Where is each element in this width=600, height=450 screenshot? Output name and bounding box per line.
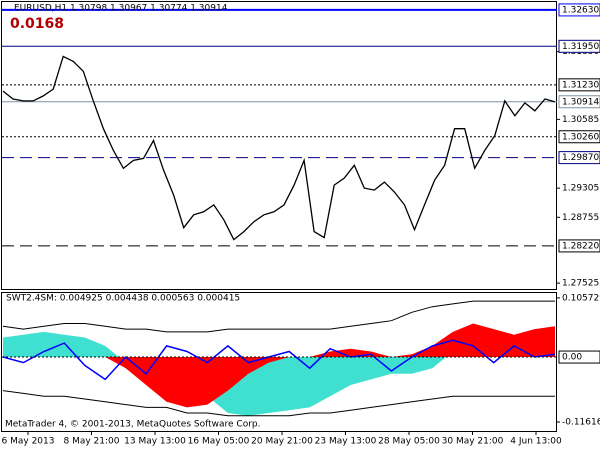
- level-box: [558, 130, 600, 144]
- indicator-header: SWT2.4SM: 0.004925 0.004438 0.000563 0.0…: [6, 294, 240, 304]
- level-label: 1.30914: [562, 97, 599, 107]
- level-label: 1.31950: [562, 42, 599, 52]
- level-label: 1.32630: [562, 5, 599, 15]
- y-tick-label: 1.29305: [562, 184, 599, 194]
- x-tick-label: 13 May 13:00: [124, 437, 186, 447]
- symbol-header: EURUSD,H1 1.30798 1.30967 1.30774 1.3091…: [14, 4, 228, 14]
- level-label: 1.28220: [562, 241, 599, 251]
- x-tick-label: 6 May 2013: [2, 437, 55, 447]
- footer: MetaTrader 4, © 2001-2013, MetaQuotes So…: [5, 420, 261, 430]
- indicator-line: [2, 390, 555, 417]
- level-box: [558, 95, 600, 109]
- x-tick-label: 23 May 13:00: [315, 437, 377, 447]
- indicator-line: [2, 339, 556, 381]
- indicator-area: [3, 331, 555, 416]
- level-label: 1.31230: [562, 80, 599, 90]
- indicator-line: [2, 300, 555, 333]
- y-tick-label: 1.28755: [562, 213, 599, 223]
- level-box: [558, 239, 600, 253]
- level-label: 1.30260: [562, 132, 599, 142]
- x-tick-label: 4 Jun 13:00: [510, 437, 562, 447]
- price-line: [2, 55, 556, 241]
- x-tick-label: 30 May 21:00: [442, 437, 504, 447]
- level-box: [558, 78, 600, 92]
- level-box: [558, 350, 600, 364]
- y-tick-label: 0.105729: [562, 293, 600, 303]
- annotation: 0.0168: [10, 16, 64, 32]
- x-tick-label: 20 May 21:00: [251, 437, 313, 447]
- y-tick-label: 1.30585: [562, 115, 599, 125]
- indicator-panel-frame: [1, 292, 557, 432]
- x-tick-label: 28 May 05:00: [378, 437, 440, 447]
- level-label: 1.29870: [562, 153, 599, 163]
- level-box: [558, 39, 600, 53]
- indicator-area: [3, 323, 555, 408]
- x-tick-label: 16 May 05:00: [188, 437, 250, 447]
- y-tick-label: 1.27525: [562, 279, 599, 289]
- level-label: 0.00: [562, 353, 582, 363]
- price-panel-frame: [1, 1, 557, 290]
- y-tick-label: -0.116161: [562, 418, 600, 428]
- level-box: [558, 151, 600, 165]
- x-tick-label: 8 May 21:00: [64, 437, 120, 447]
- level-box: [558, 3, 600, 17]
